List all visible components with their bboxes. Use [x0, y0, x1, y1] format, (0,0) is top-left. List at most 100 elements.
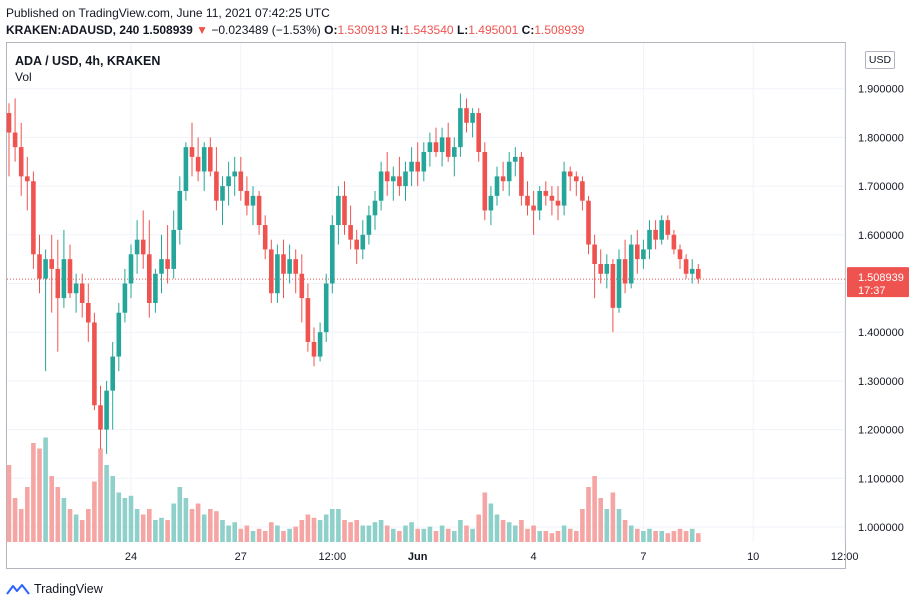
volume-bar — [49, 476, 54, 542]
candle-body — [37, 254, 42, 279]
candle-body — [433, 142, 439, 153]
volume-bar — [232, 522, 237, 542]
candle-body — [171, 229, 176, 269]
candle-body — [244, 190, 250, 206]
volume-bar — [330, 509, 335, 542]
price-change: −0.023489 (−1.53%) — [211, 23, 321, 37]
candle-body — [214, 171, 219, 201]
volume-bar — [415, 528, 420, 542]
chart-frame[interactable] — [6, 42, 846, 569]
low-value: 1.495001 — [468, 23, 519, 37]
candle-body — [574, 176, 579, 182]
candle-body — [616, 259, 622, 308]
volume-bar — [677, 528, 683, 542]
open-label: O: — [324, 23, 338, 37]
close-value: 1.508939 — [534, 23, 585, 37]
x-tick-label: 12:00 — [319, 551, 347, 563]
candle-body — [86, 302, 91, 323]
volume-bar — [598, 498, 603, 542]
candle-body — [342, 195, 347, 226]
candle-body — [73, 283, 79, 294]
volume-bar — [628, 525, 634, 542]
candle-body — [61, 259, 67, 299]
candle-body — [110, 356, 115, 391]
volume-bar — [397, 531, 402, 542]
volume-bar — [183, 498, 189, 542]
volume-bar — [592, 476, 597, 542]
candle-body — [427, 142, 433, 153]
candle-body — [665, 220, 671, 235]
volume-bar — [37, 448, 42, 542]
candle-body — [555, 200, 561, 206]
volume-bar — [55, 487, 61, 542]
volume-bar — [458, 520, 463, 542]
volume-bar — [299, 520, 305, 542]
candle-body — [403, 171, 408, 187]
candle-body — [128, 254, 134, 284]
x-tick-label: 27 — [235, 551, 247, 563]
tradingview-logo-icon — [6, 584, 30, 595]
volume-bar — [165, 520, 170, 542]
candle-body — [177, 190, 183, 230]
volume-bar — [293, 526, 298, 542]
candle-body — [232, 171, 237, 177]
volume-bar — [482, 492, 488, 542]
volume-bar — [171, 503, 176, 542]
volume-label: Vol — [15, 70, 32, 84]
x-tick-label: 4 — [531, 551, 537, 563]
candle-body — [604, 264, 610, 274]
volume-bar — [238, 528, 244, 542]
candle-body — [262, 225, 268, 250]
volume-bar — [580, 509, 585, 542]
volume-bar — [488, 503, 494, 542]
volume-bar — [519, 520, 524, 542]
candle-body — [18, 147, 24, 177]
candle-body — [354, 239, 359, 250]
candle-body — [43, 259, 48, 279]
currency-button[interactable]: USD — [865, 51, 895, 69]
candle-body — [360, 234, 366, 250]
candle-body — [683, 259, 689, 274]
volume-bar — [555, 531, 561, 542]
candle-body — [140, 239, 146, 255]
candle-body — [610, 264, 616, 308]
candle-body — [586, 200, 591, 245]
x-tick-label: 10 — [747, 551, 759, 563]
volume-bar — [134, 509, 140, 542]
symbol-label: KRAKEN:ADAUSD, 240 — [6, 23, 140, 37]
candle-body — [281, 254, 286, 274]
volume-bar — [659, 531, 664, 542]
volume-bar — [360, 525, 366, 542]
volume-bar — [153, 520, 158, 542]
candle-body — [275, 254, 280, 294]
candle-body — [79, 283, 85, 303]
candle-body — [226, 176, 231, 187]
candle-body — [348, 225, 353, 240]
candle-body — [567, 171, 573, 177]
candle-body — [256, 195, 262, 226]
candle-body — [116, 312, 122, 357]
candle-body — [6, 113, 12, 133]
candle-body — [622, 259, 628, 284]
candle-body — [317, 332, 323, 357]
candle-body — [470, 113, 475, 123]
candle-body — [378, 171, 384, 201]
volume-bar — [281, 531, 286, 542]
y-tick-label: 1.900000 — [858, 84, 904, 96]
volume-bar — [671, 531, 677, 542]
volume-bar — [323, 514, 329, 542]
volume-bar — [201, 514, 207, 542]
candle-body — [689, 268, 695, 274]
y-tick-label: 1.700000 — [858, 181, 904, 193]
volume-bar — [250, 531, 256, 542]
candle-body — [299, 273, 305, 299]
y-tick-label: 1.400000 — [858, 327, 904, 339]
candle-body — [549, 195, 555, 201]
candle-body — [104, 390, 109, 430]
volume-bar — [427, 526, 433, 542]
candle-body — [628, 244, 634, 284]
volume-bar — [128, 495, 134, 542]
volume-bar — [140, 514, 146, 542]
candle-body — [159, 259, 164, 274]
